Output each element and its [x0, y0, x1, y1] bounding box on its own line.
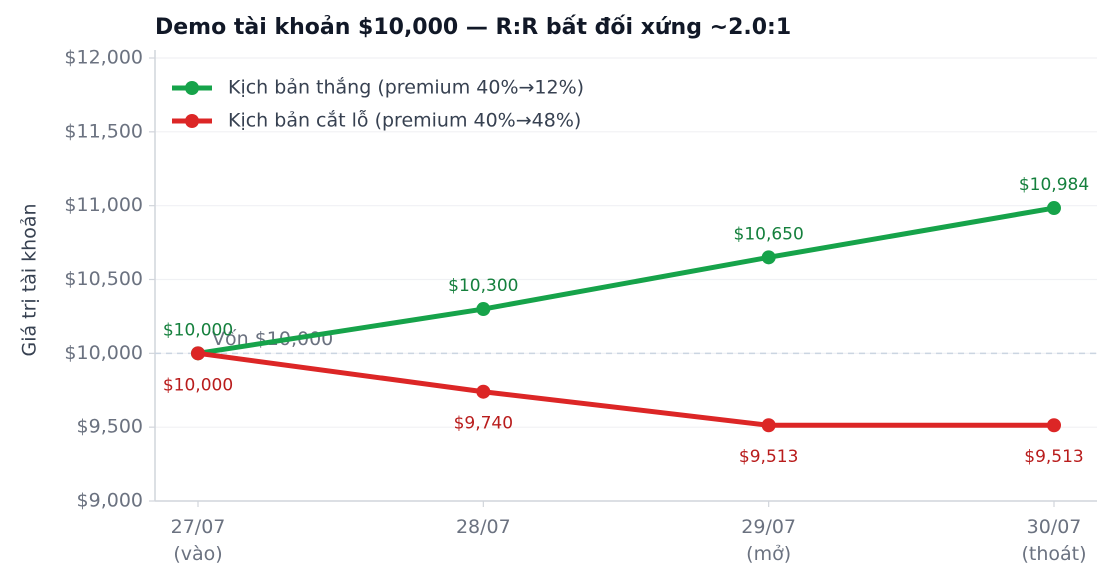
legend-label: Kịch bản thắng (premium 40%→12%)	[228, 76, 584, 99]
legend-label: Kịch bản cắt lỗ (premium 40%→48%)	[228, 109, 581, 132]
line	[197, 205, 1055, 356]
data-label: $10,000	[163, 375, 233, 395]
line	[197, 350, 1054, 428]
data-label: $9,513	[1024, 447, 1083, 467]
x-tick-label: 28/07	[455, 516, 511, 538]
point	[761, 418, 776, 433]
y-tick-label: $11,000	[64, 194, 143, 216]
legend-marker	[185, 114, 199, 128]
data-label: $9,740	[454, 414, 513, 434]
y-tick-label: $11,500	[64, 120, 143, 142]
data-label: $10,300	[448, 276, 518, 296]
y-tick-label: $9,000	[77, 490, 143, 512]
chart-title: Demo tài khoản $10,000 — R:R bất đối xứn…	[155, 15, 791, 40]
y-tick-label: $10,500	[64, 268, 143, 290]
x-tick-label: 29/07 (mở)	[741, 516, 797, 565]
point	[1047, 418, 1061, 433]
y-axis-label: Giá trị tài khoản	[19, 203, 41, 356]
data-label: $10,984	[1019, 175, 1089, 195]
y-tick-label: $9,500	[77, 416, 143, 438]
data-label: $10,000	[163, 320, 233, 340]
point	[1047, 201, 1061, 216]
data-label: $10,650	[734, 224, 804, 244]
point	[761, 250, 776, 265]
legend-marker	[185, 81, 199, 95]
data-label: $9,513	[739, 447, 798, 467]
point	[476, 302, 491, 317]
y-tick-label: $12,000	[64, 47, 143, 69]
x-tick-label: 27/07 (vào)	[170, 516, 226, 565]
y-tick-label: $10,000	[64, 342, 143, 364]
point	[476, 384, 491, 399]
x-tick-label: 30/07 (thoát)	[1021, 516, 1087, 565]
point	[191, 346, 205, 361]
